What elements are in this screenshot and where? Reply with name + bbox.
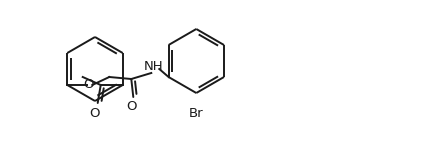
Text: O: O: [126, 101, 137, 114]
Text: NH: NH: [144, 59, 163, 72]
Text: O: O: [83, 77, 94, 90]
Text: Br: Br: [189, 107, 203, 120]
Text: O: O: [89, 106, 100, 119]
